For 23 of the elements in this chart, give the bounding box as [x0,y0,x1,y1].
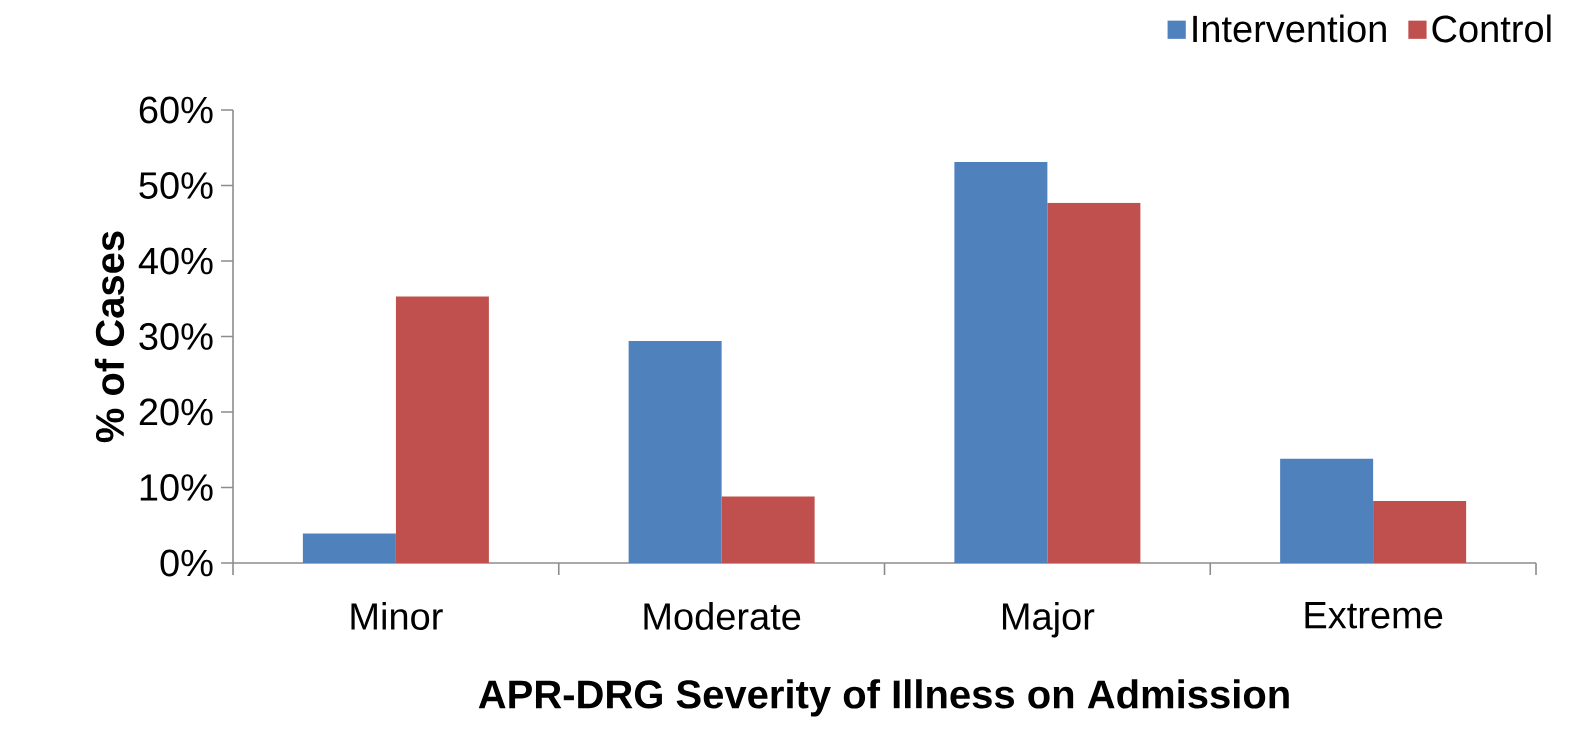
y-tick-label: 40% [138,247,213,275]
x-tick-label: Extreme [1305,602,1443,629]
y-tick-label: 0% [160,549,213,577]
y-tick-label: 60% [139,96,213,124]
bar [954,162,1048,563]
y-tick-label: 20% [139,398,213,426]
bar [1047,202,1141,563]
bar [721,496,815,563]
bar [302,533,396,563]
bar [395,296,489,563]
bar [628,341,722,563]
legend-label: Intervention [1193,14,1386,43]
bar [1280,458,1374,563]
bar [1373,501,1467,563]
legend-label: Control [1432,14,1551,43]
x-tick-label: Minor [351,602,443,630]
y-tick-label: 30% [139,323,213,350]
x-axis-title: APR-DRG Severity of Illness on Admission [478,679,1289,717]
x-tick-label: Major [1002,602,1095,638]
y-tick-label: 10% [140,474,213,501]
x-tick-label: Moderate [644,602,801,630]
y-axis-title: % of Cases [94,231,125,443]
y-tick-label: 50% [139,172,213,199]
